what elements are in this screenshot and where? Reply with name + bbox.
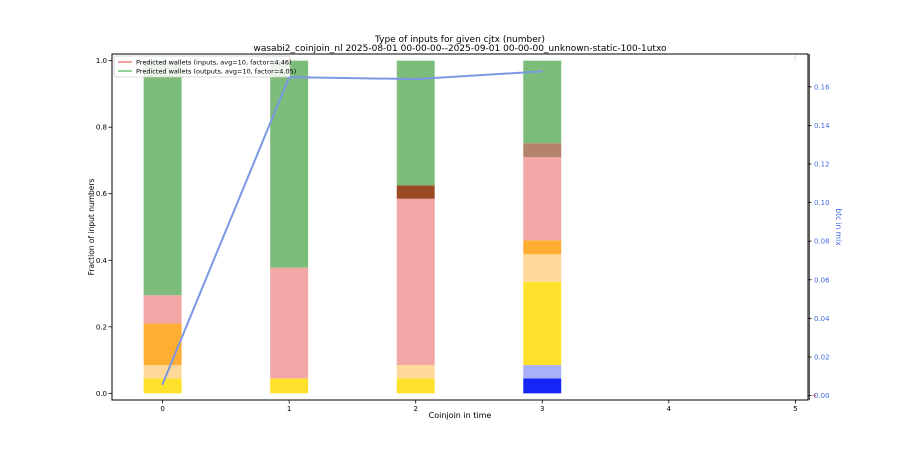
bar-segment-0-remix — [144, 61, 182, 296]
bar-segment-2-remix-friends-extra — [397, 185, 435, 198]
legend: Predicted wallets (inputs, avg=10, facto… — [114, 56, 296, 77]
bar-segment-2-fresh-medium — [397, 365, 435, 378]
bar-segment-0-fresh-small — [144, 378, 182, 393]
x-tick-label-1: 1 — [287, 405, 291, 413]
x-tick-label-5: 5 — [793, 405, 797, 413]
bar-segment-3-remix-friends — [523, 157, 561, 240]
bar-segment-3-fresh-medium — [523, 254, 561, 282]
y2-tick-label-0.00: 0.00 — [814, 392, 830, 400]
bar-segment-2-remix-friends — [397, 199, 435, 365]
bar-segment-3-fresh-large — [523, 240, 561, 254]
bar-segment-3-blue — [523, 378, 561, 393]
x-tick-label-0: 0 — [160, 405, 164, 413]
bar-segment-2-fresh-small — [397, 378, 435, 393]
bar-segment-0-fresh-large — [144, 323, 182, 365]
bar-segment-3-light-blue — [523, 365, 561, 378]
y2-tick-label-0.14: 0.14 — [814, 122, 830, 130]
bar-segment-3-fresh-small — [523, 282, 561, 365]
bar-segment-0-remix-friends — [144, 295, 182, 323]
y2-tick-label-0.10: 0.10 — [814, 199, 830, 207]
y-tick-label-1.0: 1.0 — [96, 57, 107, 65]
bar-segment-1-fresh-small — [270, 378, 308, 393]
y2-tick-label-0.02: 0.02 — [814, 353, 830, 361]
y-tick-label-0.0: 0.0 — [96, 390, 107, 398]
legend-label-inputs: Predicted wallets (inputs, avg=10, facto… — [136, 59, 292, 67]
y-tick-label-0.8: 0.8 — [96, 124, 107, 132]
y2-tick-label-0.06: 0.06 — [814, 276, 830, 284]
bar-segment-1-remix-friends — [270, 268, 308, 379]
y2-tick-label-0.16: 0.16 — [814, 83, 830, 91]
bar-segment-0-fresh-medium — [144, 365, 182, 378]
chart-subtitle: wasabi2_coinjoin_nl 2025-08-01 00-00-00-… — [253, 44, 667, 54]
x-tick-label-3: 3 — [540, 405, 544, 413]
y2-axis-label: btc in mix — [834, 208, 843, 246]
bar-segment-1-remix — [270, 61, 308, 268]
legend-label-outputs: Predicted wallets (outputs, avg=10, fact… — [136, 68, 296, 76]
y-axis-label: Fraction of input numbers — [87, 179, 96, 276]
bar-segment-3-remix-friends-extra — [523, 143, 561, 157]
x-axis-label: Coinjoin in time — [429, 411, 492, 420]
y-tick-label-0.2: 0.2 — [96, 323, 107, 331]
y2-tick-label-0.04: 0.04 — [814, 315, 830, 323]
y2-tick-label-0.08: 0.08 — [814, 238, 830, 246]
y-tick-label-0.4: 0.4 — [96, 257, 108, 265]
x-tick-label-4: 4 — [667, 405, 672, 413]
x-tick-label-2: 2 — [413, 405, 417, 413]
y2-tick-label-0.12: 0.12 — [814, 160, 830, 168]
y-tick-label-0.6: 0.6 — [96, 190, 108, 198]
